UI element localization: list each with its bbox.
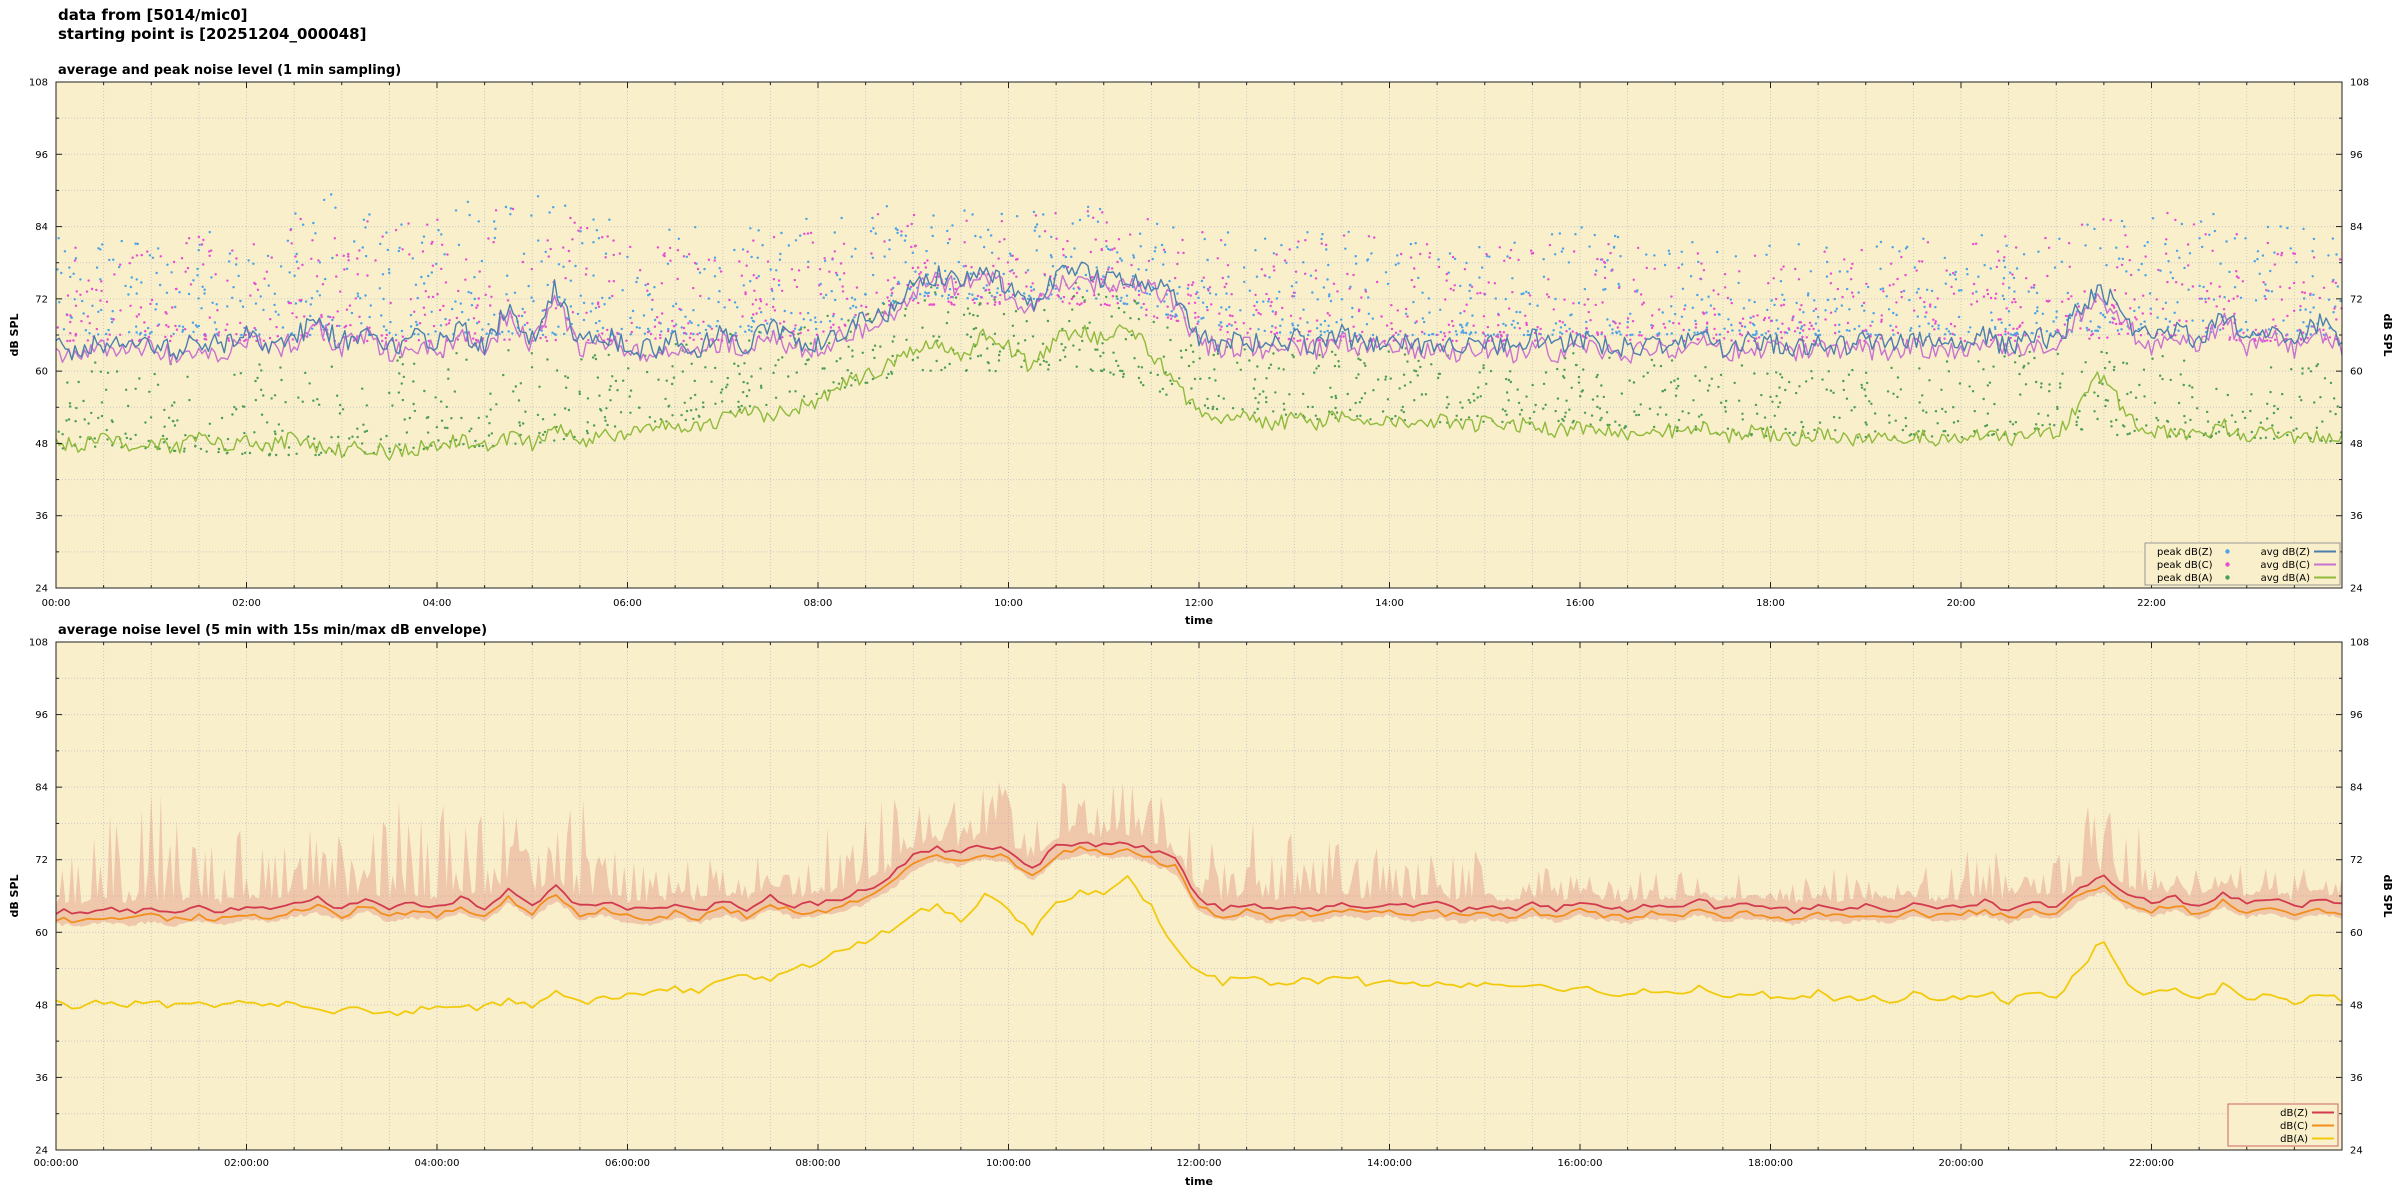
tick-labels: 00:00:00 02:00:00 04:00:00 06:00:00 08:00:00… [29,638,2369,1170]
y-tick-label-left: 84 [35,222,48,233]
x-tick-label: 22:00:00 [2129,1158,2174,1169]
x-axis-label: time [1185,1175,1213,1188]
legend: peak dB(Z) peak dB(C) peak dB(A) avg dB(Z) a… [2144,542,2341,586]
y-axis-label-right: dB SPL [2381,313,2394,356]
x-tick-label: 18:00:00 [1748,1158,1793,1169]
y-tick-label-right: 60 [2350,367,2363,378]
y-axis-label-left: dB SPL [8,874,21,917]
legend-label: dB(C) [2280,1121,2308,1132]
y-tick-label-left: 96 [35,710,48,721]
x-tick-label: 14:00 [1375,598,1404,609]
x-tick-label: 12:00 [1185,598,1214,609]
series-db-a [55,875,2343,1017]
y-tick-label-right: 84 [2350,783,2363,794]
chart-title: average and peak noise level (1 min samp… [58,63,401,78]
legend-sample-dot [2225,562,2230,567]
series-db-z [55,841,2343,915]
y-tick-label-left: 96 [35,150,48,161]
y-tick-label-right: 48 [2350,439,2363,450]
x-tick-label: 02:00 [232,598,261,609]
x-tick-label: 08:00 [804,598,833,609]
header-source-line: data from [5014/mic0] [58,6,248,24]
x-tick-label: 00:00:00 [34,1158,79,1169]
y-tick-label-right: 24 [2350,584,2363,595]
x-tick-label: 16:00:00 [1558,1158,1603,1169]
y-tick-label-right: 96 [2350,150,2363,161]
x-tick-label: 00:00 [42,598,71,609]
y-tick-label-left: 72 [35,294,48,305]
x-tick-label: 22:00 [2137,598,2166,609]
legend-label: peak dB(C) [2157,560,2213,571]
legend: dB(Z) dB(C) dB(A) [2227,1103,2339,1147]
y-tick-label-left: 108 [29,638,48,649]
x-tick-label: 04:00:00 [415,1158,460,1169]
x-tick-label: 14:00:00 [1367,1158,1412,1169]
x-tick-label: 06:00 [613,598,642,609]
y-tick-label-left: 72 [35,855,48,866]
x-axis-label: time [1185,614,1213,627]
y-tick-label-left: 36 [35,1073,48,1084]
x-tick-label: 06:00:00 [605,1158,650,1169]
x-tick-label: 16:00 [1566,598,1595,609]
y-tick-label-left: 60 [35,928,48,939]
y-tick-label-left: 60 [35,367,48,378]
legend-sample-dot [2225,575,2230,580]
legend-label: avg dB(Z) [2261,547,2311,558]
ticks [55,641,2343,1151]
x-tick-label: 20:00:00 [1939,1158,1984,1169]
chart-2: 00:00:00 02:00:00 04:00:00 06:00:00 08:00:00… [8,623,2394,1188]
x-tick-label: 12:00:00 [1177,1158,1222,1169]
series-avg-db-c [55,270,2343,366]
y-tick-label-right: 36 [2350,1073,2363,1084]
y-tick-label-right: 84 [2350,222,2363,233]
y-tick-label-left: 48 [35,439,48,450]
legend-label: dB(A) [2280,1134,2308,1145]
tick-labels: 00:00 02:00 04:00 06:00 08:00 10:00 12:00 14:00… [29,78,2369,610]
y-tick-label-left: 24 [35,584,48,595]
y-tick-label-right: 60 [2350,928,2363,939]
ticks [55,81,2343,589]
legend-label: peak dB(A) [2157,573,2213,584]
y-tick-label-left: 108 [29,78,48,89]
scatter-peak-db-a [57,281,2343,457]
x-tick-label: 02:00:00 [224,1158,269,1169]
y-tick-label-left: 24 [35,1146,48,1157]
x-tick-label: 04:00 [423,598,452,609]
x-tick-label: 10:00 [994,598,1023,609]
legend-label: avg dB(C) [2260,560,2310,571]
legend-box [2144,542,2341,586]
y-tick-label-right: 108 [2350,638,2369,649]
y-tick-label-right: 72 [2350,294,2363,305]
scatter-peak-db-z [56,193,2342,337]
x-tick-label: 20:00 [1947,598,1976,609]
x-tick-label: 10:00:00 [986,1158,1031,1169]
series-db-c [55,845,2343,924]
series-avg-db-z [55,261,2343,361]
y-axis-label-left: dB SPL [8,313,21,356]
y-tick-label-right: 72 [2350,855,2363,866]
y-tick-label-left: 48 [35,1000,48,1011]
y-tick-label-left: 36 [35,511,48,522]
series-avg-db-a [55,324,2343,461]
chart-1: 00:00 02:00 04:00 06:00 08:00 10:00 12:00 14:00… [8,63,2394,627]
y-tick-label-right: 96 [2350,710,2363,721]
legend-label: dB(Z) [2280,1108,2308,1119]
legend-label: avg dB(A) [2261,573,2311,584]
y-tick-label-left: 84 [35,783,48,794]
legend-label: peak dB(Z) [2157,547,2213,558]
y-tick-label-right: 36 [2350,511,2363,522]
header: data from [5014/mic0] starting point is … [58,6,366,44]
header-start-line: starting point is [20251204_000048] [58,25,367,43]
x-tick-label: 08:00:00 [796,1158,841,1169]
chart-title: average noise level (5 min with 15s min/… [58,623,487,638]
legend-sample-dot [2225,549,2230,554]
y-axis-label-right: dB SPL [2381,874,2394,917]
y-tick-label-right: 48 [2350,1000,2363,1011]
y-tick-label-right: 108 [2350,78,2369,89]
y-tick-label-right: 24 [2350,1146,2363,1157]
x-tick-label: 18:00 [1756,598,1785,609]
